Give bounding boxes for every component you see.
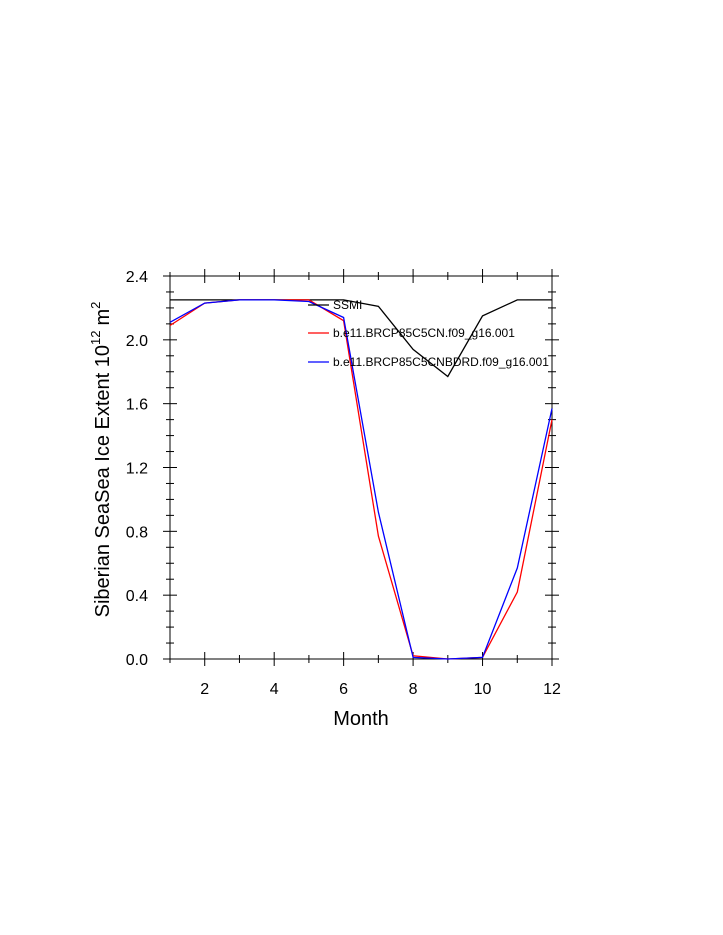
legend: SSMI b.e11.BRCP85C5CN.f09_g16.001 b.e11.BR… [308,298,549,369]
y-tick-label: 2.0 [126,333,148,350]
y-axis-label: Siberian SeaSea Ice Extent 1012 m2 [88,302,114,618]
y-tick-label: 2.4 [126,269,148,286]
x-tick-label: 2 [200,681,209,698]
series-line-2 [169,299,553,660]
tick-labels: 2 4 6 8 10 12 0.0 0.4 0.8 1.2 1.6 2.0 2.4 [126,269,561,698]
x-tick-label: 12 [543,681,561,698]
series-layer [169,299,553,660]
y-tick-label: 1.2 [126,461,148,478]
legend-label-2: b.e11.BRCP85C5CNBDRD.f09_g16.001 [333,355,549,369]
y-tick-label: 0.0 [126,652,148,669]
x-tick-label: 8 [409,681,418,698]
y-tick-label: 1.6 [126,397,148,414]
x-tick-label: 4 [270,681,279,698]
y-axis-label-unit: m [92,309,114,326]
y-axis-label-exponent: 12 [88,331,103,345]
x-tick-label: 6 [339,681,348,698]
y-tick-label: 0.4 [126,588,148,605]
axis-ticks [163,269,559,666]
y-axis-label-unit-exponent: 2 [88,302,103,309]
y-axis-label-main: Siberian SeaSea Ice Extent 10 [92,345,114,617]
series-line-1 [169,299,553,660]
legend-label-0: SSMI [333,298,362,312]
x-axis-label: Month [333,708,389,730]
y-tick-label: 0.8 [126,524,148,541]
legend-label-1: b.e11.BRCP85C5CN.f09_g16.001 [333,326,515,340]
x-tick-label: 10 [474,681,492,698]
